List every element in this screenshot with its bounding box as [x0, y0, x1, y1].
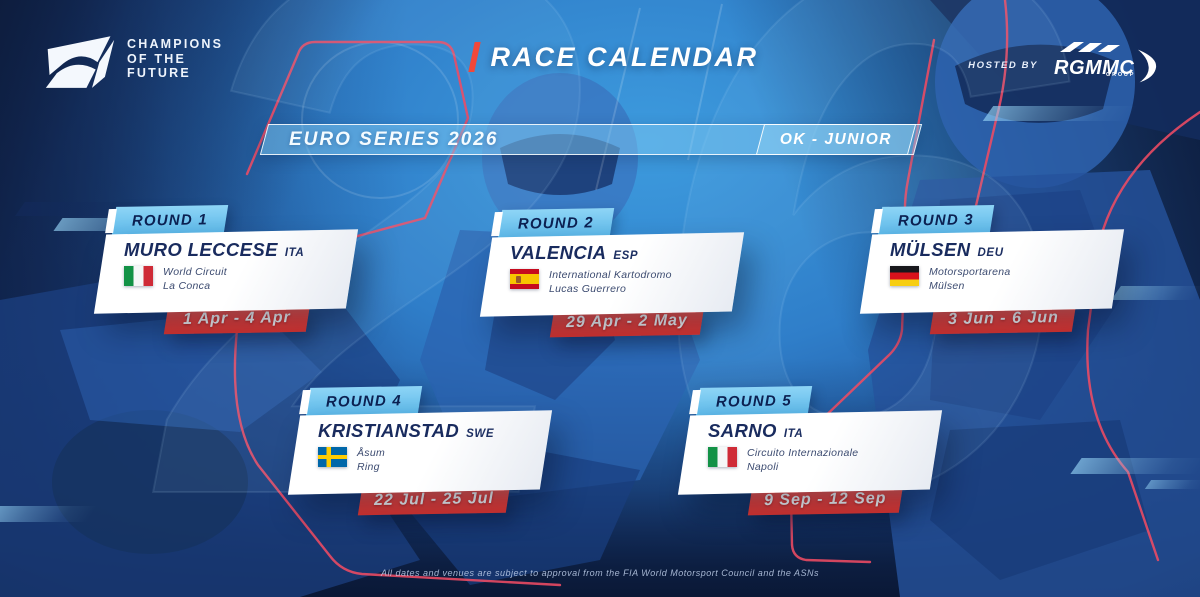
- cotf-logo-icon: [45, 36, 115, 88]
- venue-line-2: Ring: [357, 460, 380, 473]
- round-label-text: ROUND 1: [131, 210, 209, 230]
- venue-line-2: La Conca: [163, 279, 211, 292]
- round-label: ROUND 2: [497, 207, 615, 239]
- venue-line-2: Mülsen: [929, 279, 965, 292]
- round-label: ROUND 3: [877, 204, 995, 236]
- swoosh-icon: [1138, 49, 1157, 83]
- round-5-card: ROUND 5 SARNO ITA Circuito Internazional…: [677, 385, 946, 519]
- country-flag-icon: [318, 446, 347, 467]
- country-code: ESP: [613, 250, 639, 262]
- speed-streak: [1070, 458, 1200, 474]
- brand-line-2: OF THE: [127, 51, 187, 66]
- venue-card: KRISTIANSTAD SWE Åsum Ring: [287, 410, 553, 495]
- round-label: ROUND 1: [111, 204, 229, 236]
- rgmmc-wordmark: RGMMC: [1054, 49, 1158, 84]
- brand-name: CHAMPIONS OF THE FUTURE: [127, 37, 223, 81]
- country-flag-icon: [890, 265, 919, 286]
- venue-card: SARNO ITA Circuito Internazionale Napoli: [677, 410, 943, 495]
- page-title: RACE CALENDAR: [490, 41, 759, 72]
- round-label: ROUND 4: [305, 385, 423, 417]
- venue-line-1: Motorsportarena: [929, 265, 1011, 278]
- date-range: 3 Jun - 6 Jun: [947, 309, 1059, 328]
- country-code: ITA: [783, 428, 804, 440]
- city-name: MURO LECCESE: [124, 239, 278, 260]
- venue-line-1: World Circuit: [163, 265, 227, 278]
- country-code: SWE: [466, 428, 495, 440]
- country-code: DEU: [977, 247, 1004, 259]
- round-1-card: ROUND 1 MURO LECCESE ITA World Circuit L…: [93, 204, 362, 338]
- speed-streak: [982, 106, 1139, 121]
- host-block: HOSTED BY RGMMC GROUP: [968, 40, 1162, 90]
- venue-line-1: Circuito Internazionale: [747, 446, 859, 459]
- speed-dashes-icon: [1060, 42, 1120, 52]
- speed-streak: [1144, 480, 1200, 489]
- speed-streak: [0, 506, 98, 522]
- venue-card: MÜLSEN DEU Motorsportarena Mülsen: [859, 229, 1125, 314]
- country-flag-icon: [124, 265, 153, 286]
- date-range: 1 Apr - 4 Apr: [182, 309, 292, 328]
- country-flag-icon: [708, 446, 737, 467]
- round-label-text: ROUND 3: [897, 210, 975, 230]
- round-label-text: ROUND 2: [517, 213, 595, 233]
- venue-line-2: Napoli: [747, 460, 779, 473]
- venue-line-1: International Kartodromo: [549, 268, 672, 281]
- venue-line-2: Lucas Guerrero: [549, 282, 627, 295]
- category-box: OK - JUNIOR: [755, 124, 917, 155]
- venue-card: VALENCIA ESP International Kartodromo Lu…: [479, 232, 745, 317]
- rgmmc-name: RGMMC: [1054, 57, 1135, 79]
- city-name: KRISTIANSTAD: [318, 420, 460, 441]
- footer: All dates and venues are subject to appr…: [0, 563, 1200, 581]
- series-banner: EURO SERIES 2026 OK - JUNIOR: [259, 124, 923, 155]
- brand-logo: CHAMPIONS OF THE FUTURE: [44, 34, 223, 92]
- venue-line-1: Åsum: [357, 446, 386, 459]
- brand-line-3: FUTURE: [127, 66, 191, 80]
- category-label: OK - JUNIOR: [779, 130, 893, 148]
- country-flag-icon: [510, 268, 539, 289]
- round-label-text: ROUND 4: [325, 391, 403, 411]
- series-title: EURO SERIES 2026: [289, 128, 499, 150]
- page-title-block: RACE CALENDAR: [468, 41, 759, 72]
- rgmmc-group-label: GROUP: [1106, 72, 1136, 78]
- round-4-card: ROUND 4 KRISTIANSTAD SWE Åsum Ring 22 Ju…: [287, 385, 556, 519]
- city-name: SARNO: [708, 420, 777, 441]
- round-2-card: ROUND 2 VALENCIA ESP International Karto…: [479, 207, 748, 341]
- round-label-text: ROUND 5: [715, 391, 793, 411]
- round-label: ROUND 5: [695, 385, 813, 417]
- date-range: 29 Apr - 2 May: [565, 311, 689, 332]
- round-3-card: ROUND 3 MÜLSEN DEU Motorsportarena Mülse…: [859, 204, 1128, 338]
- rgmmc-logo: RGMMC GROUP: [1054, 40, 1162, 90]
- country-code: ITA: [284, 247, 305, 259]
- city-name: MÜLSEN: [890, 239, 971, 260]
- date-range: 22 Jul - 25 Jul: [373, 489, 495, 510]
- venue-card: MURO LECCESE ITA World Circuit La Conca: [93, 229, 359, 314]
- hosted-by-label: HOSTED BY: [968, 59, 1038, 71]
- disclaimer-text: All dates and venues are subject to appr…: [380, 568, 820, 578]
- date-range: 9 Sep - 12 Sep: [763, 489, 887, 510]
- city-name: VALENCIA: [510, 242, 607, 263]
- brand-line-1: CHAMPIONS: [127, 37, 224, 51]
